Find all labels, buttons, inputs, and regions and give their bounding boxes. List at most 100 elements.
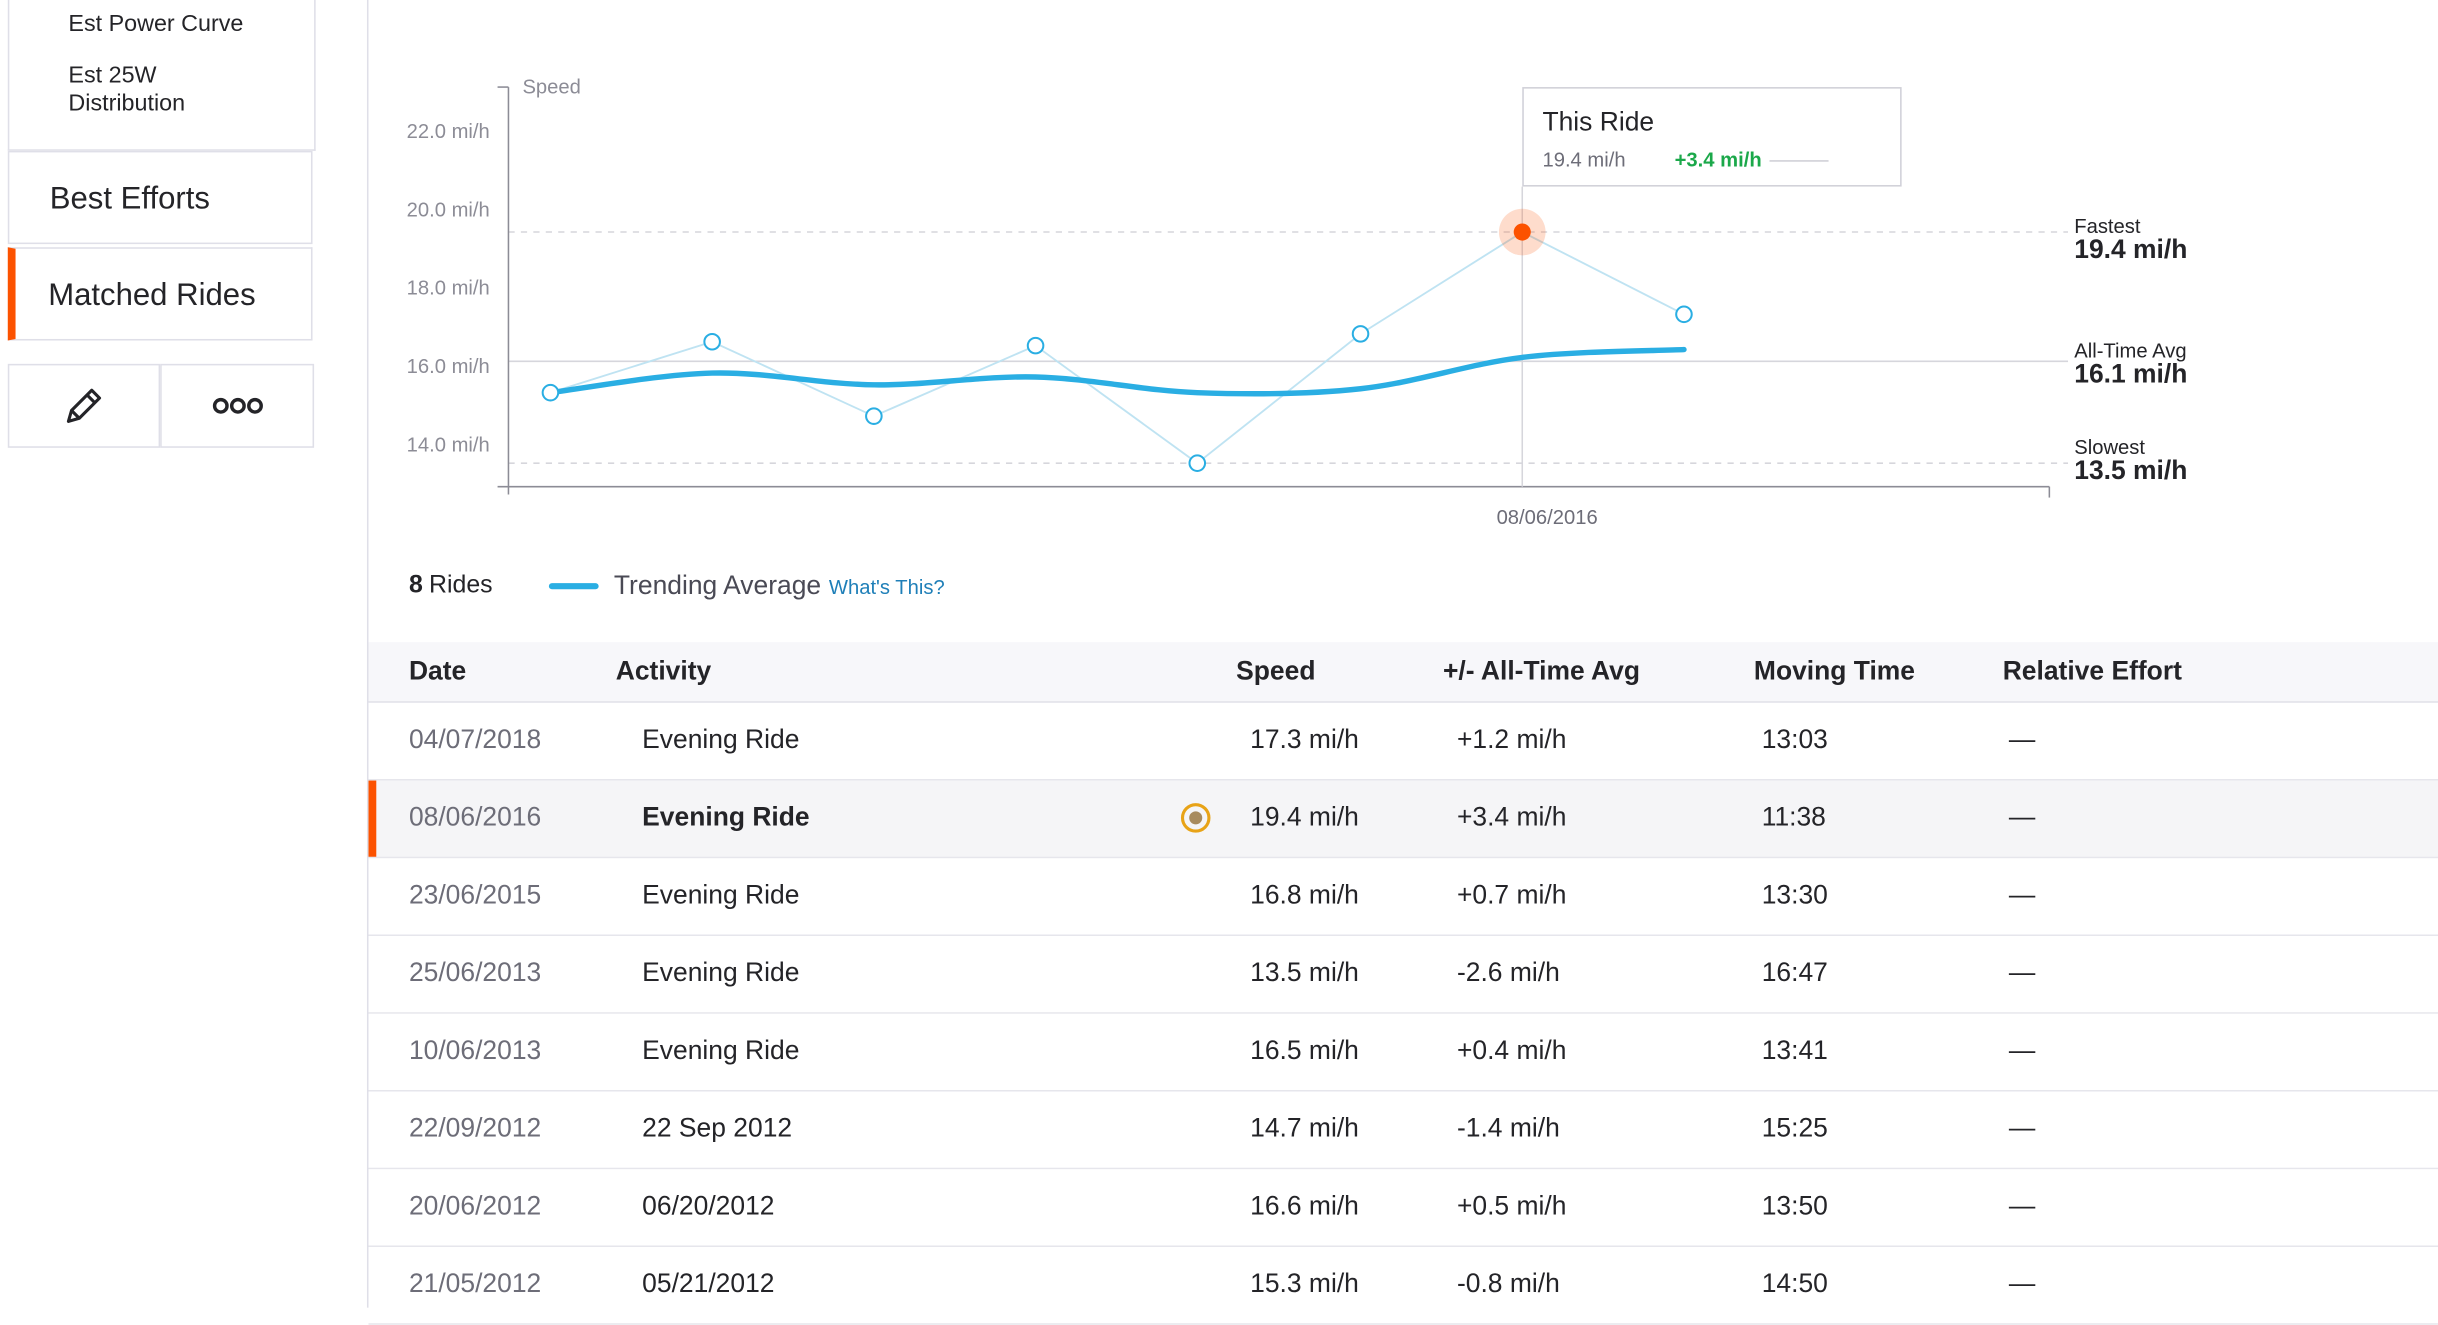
row-activity-link[interactable]: Evening Ride xyxy=(642,880,800,910)
header-relative-effort[interactable]: Relative Effort xyxy=(2002,656,2182,686)
fastest-label: Fastest xyxy=(2074,214,2141,238)
table-row[interactable]: 08/06/2016 Evening Ride 19.4 mi/h +3.4 mi/h… xyxy=(368,780,2438,859)
row-date: 10/06/2013 xyxy=(408,1035,542,1066)
row-relative-effort: — xyxy=(2008,880,2036,910)
whats-this-link[interactable]: What's This? xyxy=(828,574,945,598)
row-moving-time: 16:47 xyxy=(1761,957,1828,988)
row-moving-time: 13:30 xyxy=(1761,880,1828,910)
row-speed: 13.5 mi/h xyxy=(1250,957,1359,988)
row-avg-diff: +0.4 mi/h xyxy=(1456,1035,1567,1066)
row-relative-effort: — xyxy=(2008,1035,2036,1066)
ride-tooltip: This Ride 19.4 mi/h +3.4 mi/h xyxy=(1522,87,1902,187)
row-date: 08/06/2016 xyxy=(408,802,542,832)
est-power-curve-link[interactable]: Est Power Curve xyxy=(68,10,244,38)
row-speed: 14.7 mi/h xyxy=(1250,1113,1359,1143)
pr-medal-icon xyxy=(1180,803,1211,833)
trend-label: Trending Average xyxy=(613,570,822,601)
row-speed: 16.5 mi/h xyxy=(1250,1035,1359,1066)
header-date[interactable]: Date xyxy=(408,656,467,686)
ride-point xyxy=(1188,454,1207,472)
row-relative-effort: — xyxy=(2008,1268,2036,1299)
edit-button[interactable] xyxy=(7,363,161,448)
row-moving-time: 15:25 xyxy=(1761,1113,1828,1143)
trend-swatch xyxy=(548,583,599,590)
this-ride-point xyxy=(1513,223,1531,241)
row-avg-diff: -2.6 mi/h xyxy=(1456,957,1560,988)
row-date: 21/05/2012 xyxy=(408,1268,542,1299)
est-25w-distribution-link[interactable]: Est 25W Distribution xyxy=(68,62,186,117)
y-tick-label: 20.0 mi/h xyxy=(407,199,490,221)
y-tick-label: 14.0 mi/h xyxy=(407,434,490,456)
row-avg-diff: +3.4 mi/h xyxy=(1456,802,1567,832)
row-moving-time: 13:03 xyxy=(1761,724,1828,755)
ride-count: 8 xyxy=(408,572,423,599)
y-axis-label: Speed xyxy=(522,76,580,98)
row-relative-effort: — xyxy=(2008,1113,2036,1143)
current-ride-marker xyxy=(368,780,377,857)
row-relative-effort: — xyxy=(2008,802,2036,832)
sidebar: Est Power Curve Est 25W Distribution Bes… xyxy=(0,0,367,1308)
row-activity-link[interactable]: 06/20/2012 xyxy=(642,1191,775,1221)
table-body: 04/07/2018 Evening Ride 17.3 mi/h +1.2 mi/h… xyxy=(368,702,2438,1325)
row-moving-time: 14:50 xyxy=(1761,1268,1828,1299)
ride-point xyxy=(865,407,883,425)
all-time-avg-value: 16.1 mi/h xyxy=(2074,359,2188,389)
ride-point xyxy=(1675,305,1693,324)
row-activity-link[interactable]: 05/21/2012 xyxy=(642,1268,775,1299)
header-activity[interactable]: Activity xyxy=(615,656,712,686)
tooltip-diff: +3.4 mi/h xyxy=(1674,147,1762,172)
edit-icon xyxy=(66,388,102,423)
row-activity-link[interactable]: Evening Ride xyxy=(642,957,800,988)
x-highlight-label: 08/06/2016 xyxy=(1497,507,1598,529)
sidebar-item-best-efforts[interactable]: Best Efforts xyxy=(7,150,313,245)
row-date: 25/06/2013 xyxy=(408,957,542,988)
row-activity-link[interactable]: Evening Ride xyxy=(642,1035,800,1066)
row-speed: 16.8 mi/h xyxy=(1250,880,1359,910)
y-tick-label: 16.0 mi/h xyxy=(407,356,490,378)
header-speed[interactable]: Speed xyxy=(1236,656,1316,686)
slowest-value: 13.5 mi/h xyxy=(2074,455,2188,486)
header-moving-time[interactable]: Moving Time xyxy=(1753,656,1916,686)
row-avg-diff: +0.5 mi/h xyxy=(1456,1191,1567,1221)
table-row[interactable]: 25/06/2013 Evening Ride 13.5 mi/h -2.6 mi/h… xyxy=(368,936,2438,1014)
row-date: 20/06/2012 xyxy=(408,1191,542,1221)
row-relative-effort: — xyxy=(2008,957,2036,988)
row-activity-link[interactable]: 22 Sep 2012 xyxy=(642,1113,793,1143)
row-avg-diff: +1.2 mi/h xyxy=(1456,724,1567,755)
table-row[interactable]: 10/06/2013 Evening Ride 16.5 mi/h +0.4 mi/h… xyxy=(368,1013,2438,1092)
row-moving-time: 11:38 xyxy=(1761,802,1826,832)
row-speed: 15.3 mi/h xyxy=(1250,1268,1359,1299)
header-all-time-avg-diff[interactable]: +/- All-Time Avg xyxy=(1442,656,1641,686)
table-row[interactable]: 20/06/2012 06/20/2012 16.6 mi/h +0.5 mi/h 13… xyxy=(368,1169,2438,1248)
ride-point xyxy=(1351,325,1370,343)
ride-count-label: Rides xyxy=(429,572,493,599)
row-relative-effort: — xyxy=(2008,1191,2036,1221)
sidebar-item-matched-rides[interactable]: Matched Rides xyxy=(7,247,313,341)
table-row[interactable]: 23/06/2015 Evening Ride 16.8 mi/h +0.7 mi/h… xyxy=(368,858,2438,937)
table-row[interactable]: 22/09/2012 22 Sep 2012 14.7 mi/h -1.4 mi/h 1… xyxy=(368,1091,2438,1170)
row-speed: 19.4 mi/h xyxy=(1250,802,1359,832)
row-avg-diff: +0.7 mi/h xyxy=(1456,880,1567,910)
row-moving-time: 13:50 xyxy=(1761,1191,1828,1221)
row-activity-link[interactable]: Evening Ride xyxy=(642,802,810,832)
ride-speed-line xyxy=(550,230,1685,465)
row-activity-link[interactable]: Evening Ride xyxy=(642,724,800,755)
sidebar-divider xyxy=(366,0,369,1308)
analysis-submenu: Est Power Curve Est 25W Distribution xyxy=(7,0,316,151)
slowest-label: Slowest xyxy=(2074,435,2146,459)
tooltip-trend-line xyxy=(1769,160,1829,162)
row-speed: 17.3 mi/h xyxy=(1250,724,1359,755)
more-button[interactable] xyxy=(160,363,315,448)
ride-point xyxy=(1026,336,1045,355)
series-layer xyxy=(541,208,1693,472)
row-speed: 16.6 mi/h xyxy=(1250,1191,1359,1221)
trending-average-line xyxy=(547,346,1687,397)
ride-point xyxy=(541,383,560,402)
tooltip-value: 19.4 mi/h xyxy=(1542,147,1626,172)
table-row[interactable]: 04/07/2018 Evening Ride 17.3 mi/h +1.2 mi/h… xyxy=(368,702,2438,781)
row-avg-diff: -0.8 mi/h xyxy=(1456,1268,1560,1299)
ride-point xyxy=(703,332,721,351)
chart-legend: 8 Rides Trending Average What's This? xyxy=(409,566,945,606)
table-row[interactable]: 21/05/2012 05/21/2012 15.3 mi/h -0.8 mi/h 14… xyxy=(368,1247,2438,1325)
